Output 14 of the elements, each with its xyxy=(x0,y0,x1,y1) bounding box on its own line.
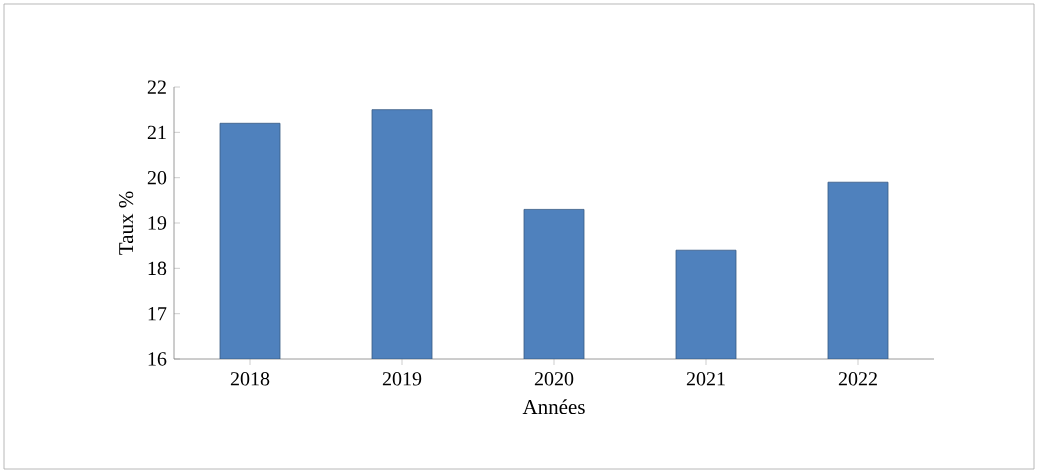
y-tick-label: 22 xyxy=(147,80,166,94)
y-tick-label: 21 xyxy=(147,125,166,139)
x-tick-label: 2020 xyxy=(534,372,574,386)
x-tick-label: 2018 xyxy=(230,372,270,386)
y-tick-label: 18 xyxy=(148,261,167,276)
y-tick-label: 16 xyxy=(148,352,167,366)
y-tick-label: 19 xyxy=(148,216,167,230)
y-tick-label: 20 xyxy=(147,170,167,185)
y-axis-title: Taux % xyxy=(118,191,134,255)
x-axis-title: Années xyxy=(522,399,585,415)
y-tick-label: 17 xyxy=(148,307,167,321)
x-tick-label: 2022 xyxy=(838,372,877,386)
x-tick-label: 2019 xyxy=(382,372,422,386)
x-tick-label: 2021 xyxy=(686,372,725,386)
